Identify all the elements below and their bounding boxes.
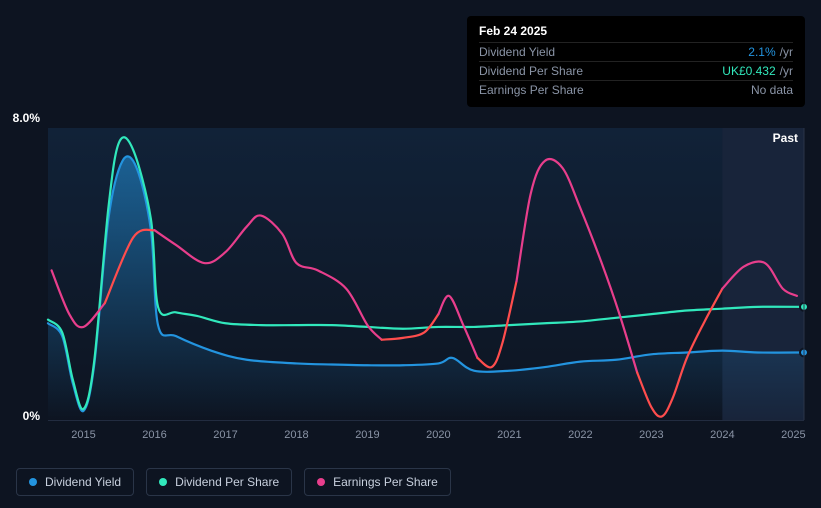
legend-item[interactable]: Earnings Per Share: [304, 468, 451, 496]
legend-label: Dividend Per Share: [175, 475, 279, 489]
tooltip-date: Feb 24 2025: [479, 24, 793, 38]
svg-text:Past: Past: [773, 131, 798, 145]
legend-dot: [29, 478, 37, 486]
tooltip-label: Dividend Per Share: [479, 64, 583, 78]
svg-text:2023: 2023: [639, 429, 663, 441]
svg-text:2017: 2017: [213, 429, 237, 441]
tooltip-row: Earnings Per Share No data: [479, 80, 793, 99]
legend-item[interactable]: Dividend Yield: [16, 468, 134, 496]
svg-text:2025: 2025: [781, 429, 805, 441]
tooltip-row: Dividend Yield 2.1%/yr: [479, 42, 793, 61]
chart-tooltip: Feb 24 2025 Dividend Yield2.1%/yrDividen…: [467, 16, 805, 107]
svg-text:2020: 2020: [426, 429, 450, 441]
svg-text:2015: 2015: [71, 429, 95, 441]
tooltip-label: Dividend Yield: [479, 45, 555, 59]
tooltip-row: Dividend Per Share UK£0.432/yr: [479, 61, 793, 80]
svg-text:8.0%: 8.0%: [13, 111, 41, 125]
svg-text:2016: 2016: [142, 429, 166, 441]
legend-item[interactable]: Dividend Per Share: [146, 468, 292, 496]
svg-text:2021: 2021: [497, 429, 521, 441]
svg-text:0%: 0%: [23, 409, 41, 423]
tooltip-value: UK£0.432/yr: [722, 64, 793, 78]
legend-dot: [317, 478, 325, 486]
svg-text:2022: 2022: [568, 429, 592, 441]
svg-text:2024: 2024: [710, 429, 734, 441]
svg-text:2019: 2019: [355, 429, 379, 441]
legend-dot: [159, 478, 167, 486]
chart-legend: Dividend Yield Dividend Per Share Earnings…: [16, 468, 451, 496]
tooltip-label: Earnings Per Share: [479, 83, 584, 97]
legend-label: Earnings Per Share: [333, 475, 438, 489]
tooltip-value: 2.1%/yr: [748, 45, 793, 59]
svg-text:2018: 2018: [284, 429, 308, 441]
legend-label: Dividend Yield: [45, 475, 121, 489]
tooltip-value: No data: [751, 83, 793, 97]
